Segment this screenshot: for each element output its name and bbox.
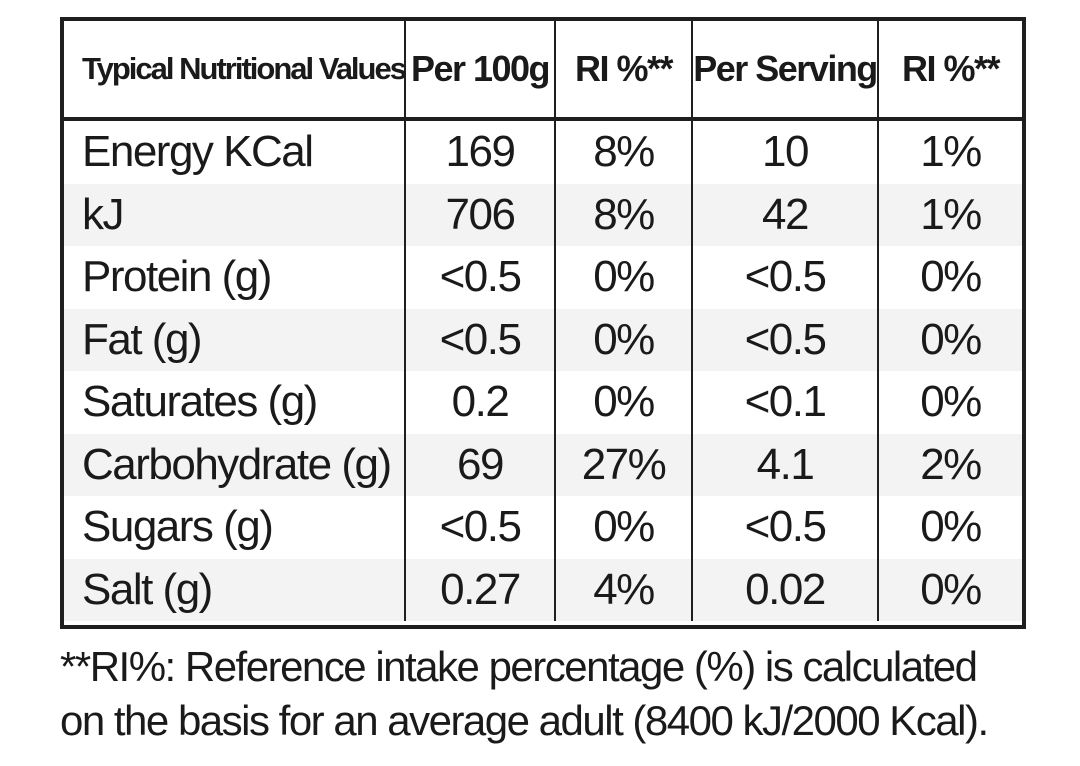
ri-100g-value: 8% [554, 183, 692, 246]
ri-100g-value: 27% [554, 433, 692, 496]
table-row: Protein (g) <0.5 0% <0.5 0% [64, 246, 1022, 309]
table-row: Carbohydrate (g) 69 27% 4.1 2% [64, 433, 1022, 496]
per-serving-value: 10 [691, 119, 878, 184]
footnote-line: on the basis for an average adult (8400 … [60, 697, 989, 744]
ri-100g-value: 0% [554, 371, 692, 434]
nutrition-table-panel: Typical Nutritional Values Per 100g RI %… [60, 17, 1026, 629]
per-serving-value: <0.5 [691, 308, 878, 371]
nutrient-label: Energy KCal [64, 119, 405, 184]
ri-footnote: **RI%: Reference intake percentage (%) i… [60, 640, 1060, 748]
nutrient-label: Carbohydrate (g) [64, 433, 405, 496]
per-100g-value: 169 [404, 119, 555, 184]
nutrient-label: Salt (g) [64, 558, 405, 621]
footnote-line: **RI%: Reference intake percentage (%) i… [60, 643, 978, 690]
per-serving-value: 0.02 [691, 558, 878, 621]
per-serving-value: 4.1 [691, 433, 878, 496]
per-100g-value: <0.5 [404, 496, 555, 559]
header-ri-percent-serving: RI %** [877, 21, 1022, 121]
header-per-serving: Per Serving [691, 21, 878, 121]
table-row: Saturates (g) 0.2 0% <0.1 0% [64, 371, 1022, 434]
per-serving-value: <0.5 [691, 246, 878, 309]
table-row: Sugars (g) <0.5 0% <0.5 0% [64, 496, 1022, 559]
ri-serving-value: 0% [877, 371, 1022, 434]
nutrient-label: kJ [64, 183, 405, 246]
ri-100g-value: 0% [554, 496, 692, 559]
nutrient-label: Saturates (g) [64, 371, 405, 434]
table-row: Salt (g) 0.27 4% 0.02 0% [64, 558, 1022, 621]
header-typical-nutritional-values: Typical Nutritional Values [64, 21, 405, 121]
per-100g-value: 706 [404, 183, 555, 246]
nutrition-table: Typical Nutritional Values Per 100g RI %… [64, 21, 1022, 621]
nutrient-label: Fat (g) [64, 308, 405, 371]
ri-serving-value: 1% [877, 119, 1022, 184]
ri-serving-value: 0% [877, 558, 1022, 621]
per-100g-value: <0.5 [404, 246, 555, 309]
ri-serving-value: 2% [877, 433, 1022, 496]
nutrient-label: Sugars (g) [64, 496, 405, 559]
ri-100g-value: 4% [554, 558, 692, 621]
per-100g-value: 0.27 [404, 558, 555, 621]
ri-100g-value: 0% [554, 246, 692, 309]
header-per-100g: Per 100g [404, 21, 555, 121]
per-serving-value: <0.5 [691, 496, 878, 559]
per-serving-value: 42 [691, 183, 878, 246]
table-row: Energy KCal 169 8% 10 1% [64, 119, 1022, 184]
per-100g-value: 69 [404, 433, 555, 496]
table-row: kJ 706 8% 42 1% [64, 183, 1022, 246]
ri-100g-value: 0% [554, 308, 692, 371]
ri-serving-value: 1% [877, 183, 1022, 246]
header-ri-percent-100g: RI %** [554, 21, 692, 121]
table-header-row: Typical Nutritional Values Per 100g RI %… [64, 21, 1022, 121]
ri-100g-value: 8% [554, 119, 692, 184]
per-serving-value: <0.1 [691, 371, 878, 434]
nutrient-label: Protein (g) [64, 246, 405, 309]
ri-serving-value: 0% [877, 496, 1022, 559]
ri-serving-value: 0% [877, 246, 1022, 309]
ri-serving-value: 0% [877, 308, 1022, 371]
table-row: Fat (g) <0.5 0% <0.5 0% [64, 308, 1022, 371]
per-100g-value: <0.5 [404, 308, 555, 371]
per-100g-value: 0.2 [404, 371, 555, 434]
